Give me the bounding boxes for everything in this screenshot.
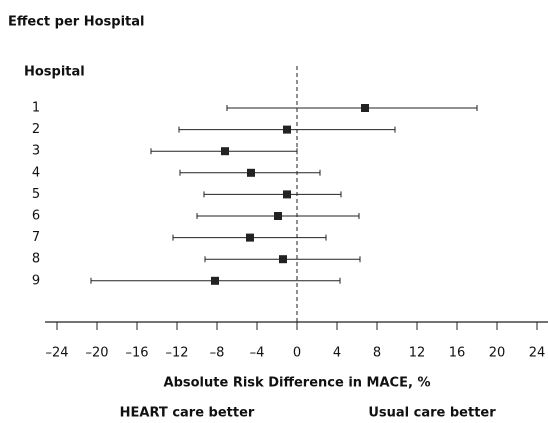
y-tick-label: 9 [32, 273, 40, 288]
x-tick-label: 24 [529, 346, 546, 361]
point-estimate [361, 104, 369, 112]
y-tick-label: 6 [32, 209, 40, 224]
x-tick-label: –24 [45, 346, 68, 361]
y-tick-label: 7 [32, 230, 40, 245]
x-tick-label: 12 [409, 346, 426, 361]
annotation: HEART care better [120, 406, 255, 421]
x-tick-label: –8 [210, 346, 225, 361]
x-tick-label: 8 [373, 346, 381, 361]
point-estimate [274, 212, 282, 220]
y-tick-label: 3 [32, 144, 40, 159]
x-tick-label: 20 [489, 346, 506, 361]
point-estimate [211, 276, 219, 285]
x-tick-label: –20 [85, 346, 108, 361]
y-tick-label: 5 [32, 187, 40, 202]
point-estimate [246, 233, 254, 242]
x-tick-label: 4 [333, 346, 341, 361]
x-tick-label: –12 [165, 346, 188, 361]
x-tick-label: 0 [293, 346, 301, 361]
y-axis-title: Hospital [24, 65, 85, 80]
annotation: Usual care better [368, 406, 496, 421]
point-estimate [221, 147, 229, 156]
x-axis-title: Absolute Risk Difference in MACE, % [164, 376, 431, 391]
y-tick-label: 1 [32, 101, 40, 116]
chart-title: Effect per Hospital [8, 15, 145, 30]
point-estimate [247, 168, 255, 177]
point-estimate [283, 190, 291, 199]
y-tick-label: 2 [32, 122, 40, 137]
x-tick-label: –16 [125, 346, 148, 361]
x-tick-label: –4 [250, 346, 265, 361]
y-tick-label: 8 [32, 252, 40, 267]
point-estimate [283, 125, 291, 134]
x-tick-label: 16 [449, 346, 466, 361]
y-tick-label: 4 [32, 165, 40, 180]
point-estimate [279, 255, 287, 264]
